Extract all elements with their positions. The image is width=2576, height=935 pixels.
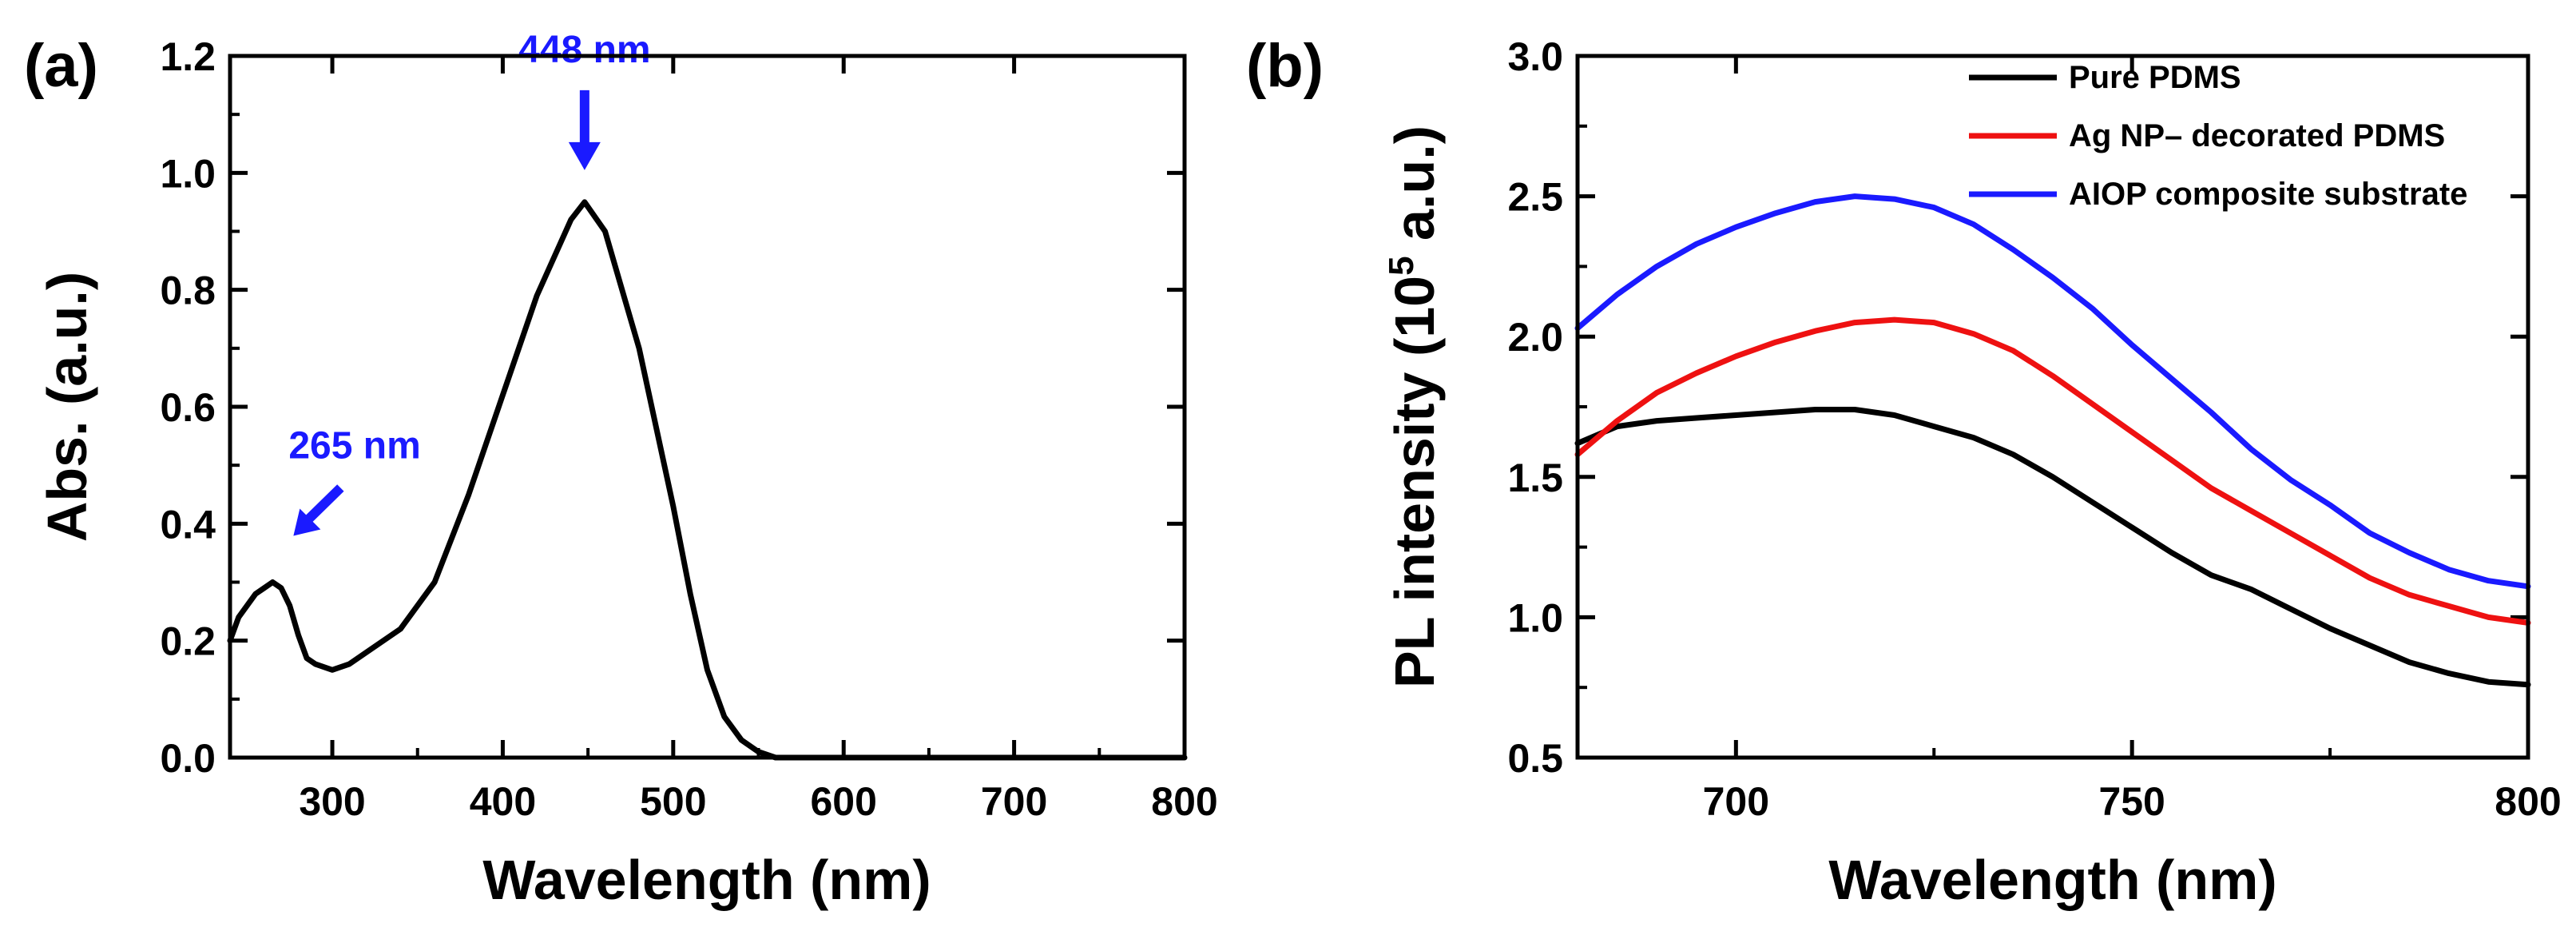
panel-a-xtick-label: 600 <box>810 779 876 824</box>
panel-b-xtick-label: 800 <box>2495 779 2561 824</box>
series-line-aiop-composite-substrate <box>1574 193 2531 590</box>
panel-a-ytick-label: 0.2 <box>160 619 216 664</box>
panel-b-ytick-label: 2.0 <box>1507 315 1563 360</box>
panel-a-xtick-label: 700 <box>981 779 1047 824</box>
panel-b-xtick-label: 700 <box>1703 779 1769 824</box>
panel-a: (a) 300 400 500 600 700 800 0.0 0.2 0.4 0.6 0.8 1.0… <box>24 29 1218 911</box>
panel-a-ylabel: Abs. (a.u.) <box>36 272 98 542</box>
panel-a-ytick-label: 0.4 <box>160 502 216 547</box>
series-line-ag-np-decorated-pdms <box>1574 316 2531 626</box>
panel-b-ylabel: PL intensity (105 a.u.) <box>1382 125 1446 688</box>
legend-label-3: AIOP composite substrate <box>2069 177 2467 212</box>
panel-b: (b) 700 750 800 0.5 1.0 1.5 2.0 2.5 3.0 Pure PDM… <box>1246 32 2562 911</box>
panel-a-ytick-label: 1.2 <box>160 34 216 79</box>
panel-a-annotations: 265 nm 448 nm <box>288 29 651 536</box>
panel-b-axes: 700 750 800 0.5 1.0 1.5 2.0 2.5 3.0 <box>1507 34 2561 824</box>
panel-b-ytick-label: 2.5 <box>1507 175 1563 220</box>
panel-a-ytick-label: 0.0 <box>160 736 216 781</box>
series-line-pure-pdms <box>1574 407 2531 688</box>
panel-b-ytick-label: 3.0 <box>1507 34 1563 79</box>
annotation-265nm-label: 265 nm <box>288 425 420 468</box>
panel-a-ytick-label: 0.6 <box>160 385 216 430</box>
panel-a-xlabel: Wavelength (nm) <box>482 849 931 911</box>
panel-a-ytick-label: 0.8 <box>160 269 216 313</box>
panel-b-ytick-label: 1.5 <box>1507 456 1563 500</box>
panel-b-ylabel-tail: a.u.) <box>1383 125 1446 256</box>
panel-b-plot-frame <box>1575 54 2530 760</box>
annotation-265nm-arrow-head <box>293 508 321 536</box>
panel-a-axes: 300 400 500 600 700 800 0.0 0.2 0.4 0.6 0.8 1.0 1.2 <box>160 34 1217 824</box>
panel-b-ytick-label: 0.5 <box>1507 736 1563 781</box>
panel-a-ytick-label: 1.0 <box>160 151 216 196</box>
panel-b-ylabel-sup: 5 <box>1382 256 1421 275</box>
panel-b-xlabel: Wavelength (nm) <box>1828 849 2276 911</box>
panel-a-xtick-label: 400 <box>470 779 536 824</box>
legend-label-2: Ag NP– decorated PDMS <box>2069 118 2445 153</box>
panel-a-xtick-label: 800 <box>1151 779 1217 824</box>
panel-b-series <box>1574 193 2531 688</box>
panel-b-ylabel-main: PL intensity (10 <box>1383 276 1446 688</box>
panel-a-plot-frame <box>228 54 1187 760</box>
panel-a-label: (a) <box>24 32 98 100</box>
panel-b-xtick-label: 750 <box>2098 779 2165 824</box>
panel-b-legend: Pure PDMS Ag NP– decorated PDMS AIOP compo… <box>1969 60 2467 212</box>
panel-a-series <box>227 199 1188 761</box>
panel-b-ytick-label: 1.0 <box>1507 595 1563 640</box>
panel-a-xtick-label: 300 <box>299 779 365 824</box>
series-line-absorbance <box>227 199 1188 761</box>
panel-a-xtick-label: 500 <box>640 779 706 824</box>
annotation-448nm-label: 448 nm <box>518 29 650 71</box>
panel-b-label: (b) <box>1246 32 1324 100</box>
annotation-448nm-arrow-head <box>568 141 601 170</box>
legend-label-1: Pure PDMS <box>2069 60 2241 95</box>
annotation-265nm-arrow-shaft <box>301 484 344 527</box>
